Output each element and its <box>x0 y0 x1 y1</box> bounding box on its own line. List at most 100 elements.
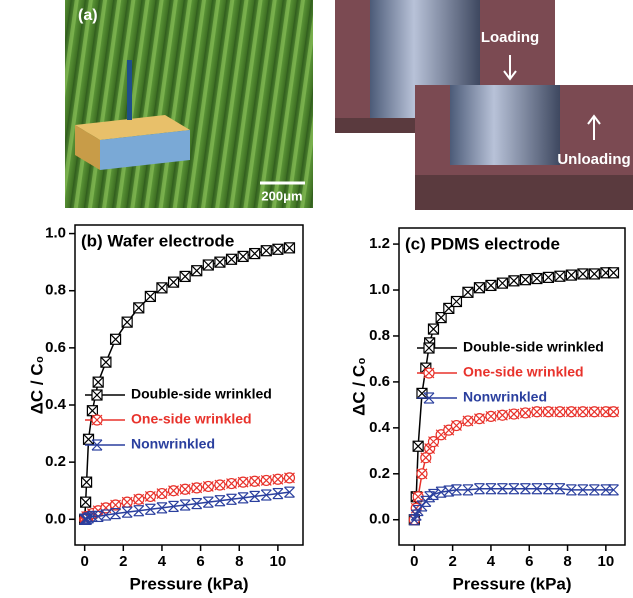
data-point <box>82 433 95 445</box>
y-tick-label: 1.2 <box>369 235 390 252</box>
marker-cross <box>531 483 543 495</box>
data-point <box>416 468 428 480</box>
data-point <box>542 483 554 495</box>
marker-cross <box>81 476 93 488</box>
data-point <box>249 490 261 503</box>
marker-cross <box>110 333 122 345</box>
marker-cross <box>80 496 92 508</box>
marker-cross <box>531 406 543 418</box>
marker-cross <box>92 376 104 388</box>
data-point <box>519 483 531 495</box>
marker-cross <box>179 483 191 495</box>
marker-cross <box>284 472 295 484</box>
marker-cross <box>214 495 226 507</box>
data-point <box>156 282 168 294</box>
y-tick-label: 0.2 <box>369 465 390 482</box>
photos: Loading Unloading <box>335 0 633 210</box>
data-point <box>485 410 497 422</box>
data-point <box>508 275 520 287</box>
arrow-down <box>503 55 517 81</box>
data-point <box>412 440 424 452</box>
x-tick-label: 8 <box>235 553 243 570</box>
marker-cross <box>237 251 249 262</box>
x-tick-label: 6 <box>525 553 533 570</box>
marker-cross <box>133 302 145 314</box>
data-point <box>191 265 203 277</box>
y-tick-label: 0.4 <box>369 419 391 436</box>
marker-cross <box>462 484 474 496</box>
y-tick-label: 0.6 <box>369 373 390 390</box>
marker-cross <box>496 483 508 495</box>
data-point <box>86 405 98 417</box>
data-point <box>156 487 168 500</box>
marker-cross <box>100 356 112 368</box>
marker-cross <box>588 484 600 496</box>
marker-cross <box>608 484 619 496</box>
data-point <box>92 376 104 388</box>
legend-marker <box>423 392 435 404</box>
marker-cross <box>191 482 203 494</box>
data-point <box>531 272 543 285</box>
marker-cross <box>451 484 462 496</box>
data-point <box>577 268 589 280</box>
marker-cross <box>168 276 179 288</box>
marker-cross <box>226 493 237 505</box>
marker-cross <box>496 277 508 289</box>
marker-cross <box>272 473 284 485</box>
data-point <box>542 271 554 283</box>
data-point <box>531 483 543 495</box>
data-point <box>284 486 295 498</box>
data-point <box>144 290 156 303</box>
data-point <box>496 409 509 421</box>
cylinder <box>450 85 560 165</box>
marker-cross <box>202 496 214 508</box>
data-point <box>272 487 284 500</box>
marker-cross <box>237 492 249 504</box>
marker-cross <box>462 286 474 298</box>
x-tick-label: 6 <box>196 553 204 570</box>
legend-label: Double-side wrinkled <box>463 339 604 355</box>
data-point <box>485 279 497 292</box>
data-point <box>237 250 249 263</box>
data-point <box>508 483 520 495</box>
marker-cross <box>474 282 485 294</box>
micrograph <box>65 0 313 208</box>
marker-cross <box>144 491 156 502</box>
legend-label: One-side wrinkled <box>131 411 252 427</box>
marker-cross <box>588 406 600 418</box>
legend-label: Nonwrinkled <box>131 436 215 452</box>
data-point <box>179 270 191 283</box>
marker-cross <box>144 503 156 515</box>
data-point <box>179 499 191 511</box>
data-point <box>588 268 600 280</box>
unloading-label: Unloading <box>557 151 630 168</box>
marker-cross <box>577 268 589 280</box>
data-point <box>565 269 577 281</box>
panel-label: (a) <box>78 7 98 24</box>
marker-cross <box>577 484 589 496</box>
data-point <box>474 483 485 495</box>
marker-cross <box>156 488 168 499</box>
data-point <box>462 484 474 496</box>
marker-cross <box>416 468 428 480</box>
data-point <box>260 245 272 257</box>
data-point <box>214 495 226 507</box>
marker-cross <box>179 271 191 282</box>
marker-cross <box>249 475 261 487</box>
data-point <box>496 277 509 289</box>
legend-marker <box>91 389 103 401</box>
marker-cross <box>226 253 237 265</box>
marker-cross <box>565 484 577 496</box>
x-tick-label: 0 <box>410 553 418 570</box>
data-point <box>191 497 203 510</box>
loading-label: Loading <box>481 29 539 46</box>
marker-cross <box>542 406 554 418</box>
marker-cross <box>600 484 612 496</box>
legend-label: One-side wrinkled <box>463 364 584 380</box>
marker-cross <box>416 387 428 399</box>
marker-cross <box>508 275 520 287</box>
probe <box>127 60 132 120</box>
marker-cross <box>423 367 435 379</box>
y-tick-label: 0.8 <box>45 282 66 299</box>
data-point <box>168 500 179 513</box>
